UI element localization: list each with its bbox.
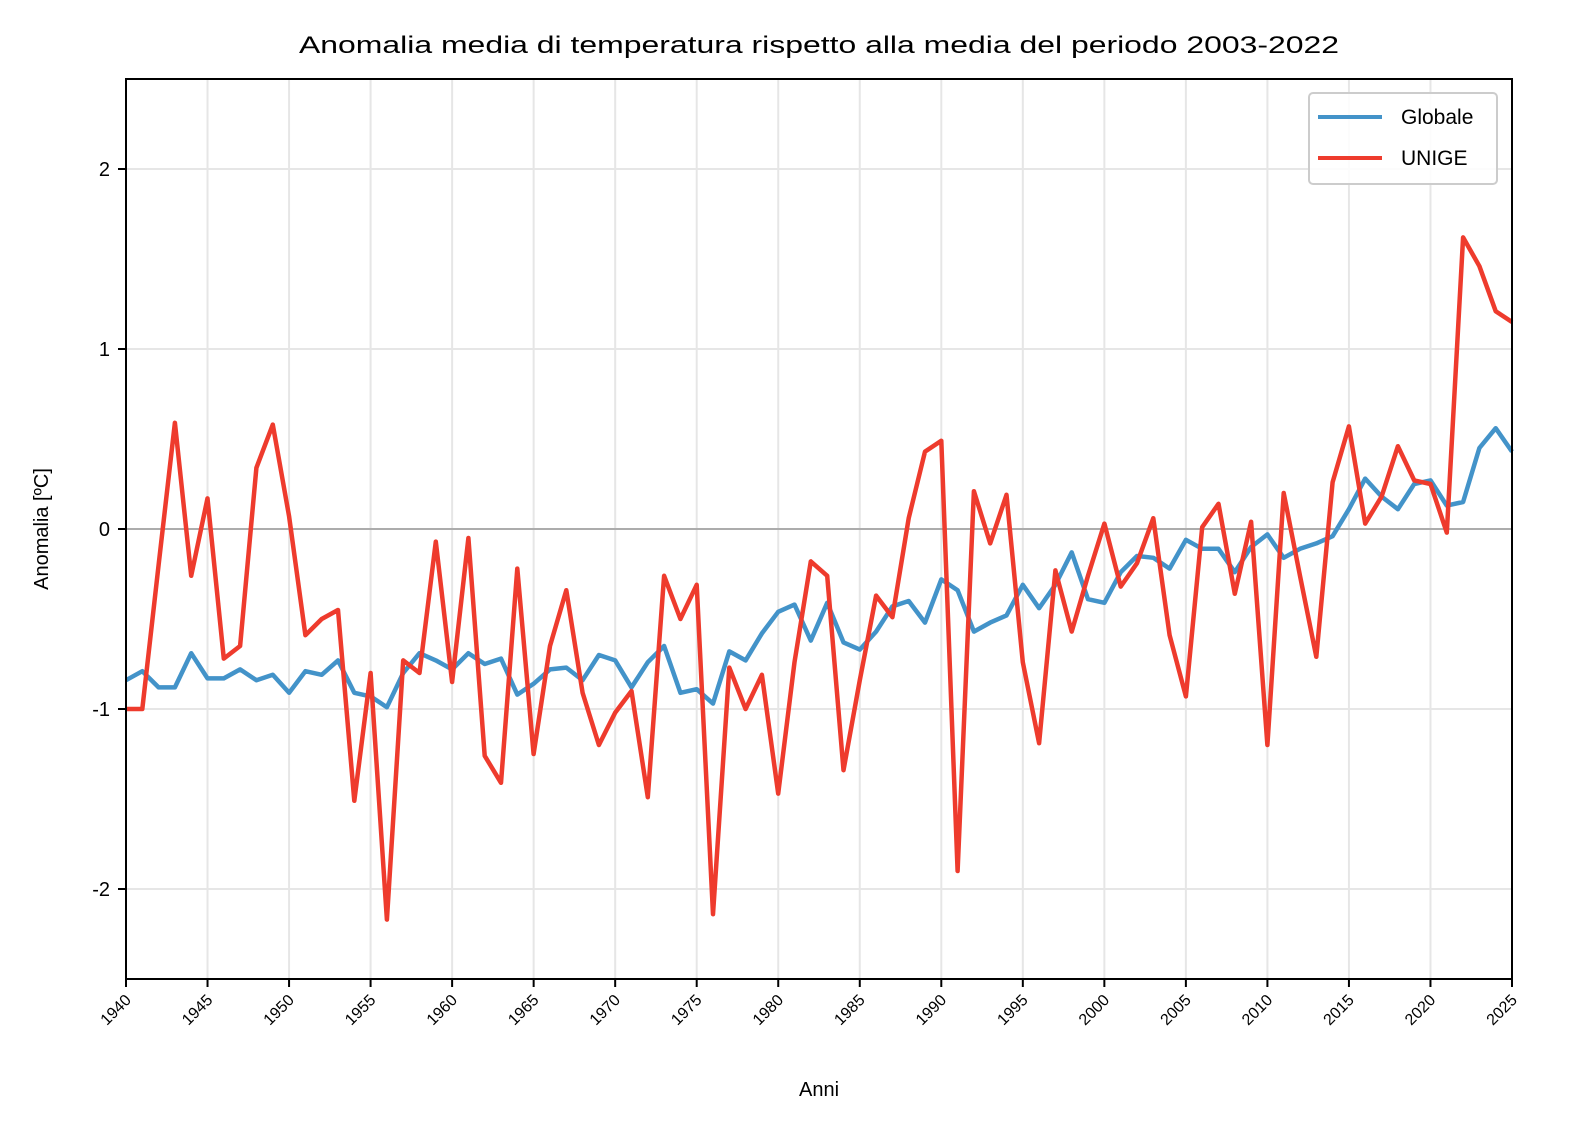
x-tick-label: 1945	[179, 992, 216, 1029]
series-line-unige	[126, 235, 1514, 922]
series-group	[124, 235, 1514, 922]
y-axis: -2 -1 0 1 2	[92, 159, 126, 901]
y-tick-label: 0	[99, 519, 110, 541]
y-tick-label: -2	[92, 879, 110, 901]
x-tick-label: 2000	[1076, 992, 1113, 1029]
legend-label-unige: UNIGE	[1401, 147, 1468, 170]
x-tick-label: 1975	[668, 992, 705, 1029]
x-tick-label: 1965	[505, 992, 542, 1029]
x-axis: 1940 1945 1950 1955 1960 1965 1970 1975 1980 1985…	[98, 979, 1521, 1029]
legend: Globale UNIGE	[1308, 92, 1498, 185]
x-tick-label: 1995	[994, 992, 1031, 1029]
x-tick-label: 1970	[587, 992, 624, 1029]
x-tick-label: 1950	[261, 992, 298, 1029]
x-tick-label: 2025	[1484, 992, 1521, 1029]
x-axis-label: Anni	[799, 1079, 839, 1101]
y-axis-label: Anomalia [ºC]	[31, 468, 53, 590]
x-tick-label: 1940	[98, 992, 135, 1029]
y-tick-label: 2	[99, 159, 110, 181]
x-tick-label: 1980	[750, 992, 787, 1029]
x-tick-label: 2020	[1402, 992, 1439, 1029]
x-tick-label: 1990	[913, 992, 950, 1029]
legend-label-globale: Globale	[1401, 106, 1473, 129]
x-tick-label: 2010	[1239, 992, 1276, 1029]
y-tick-label: -1	[92, 699, 110, 721]
y-tick-label: 1	[99, 339, 110, 361]
x-tick-label: 1985	[831, 992, 868, 1029]
x-tick-label: 1955	[342, 992, 379, 1029]
x-tick-label: 2005	[1158, 992, 1195, 1029]
x-tick-label: 2015	[1321, 992, 1358, 1029]
chart-title: Anomalia media di temperatura rispetto a…	[299, 32, 1339, 59]
x-tick-label: 1960	[424, 992, 461, 1029]
